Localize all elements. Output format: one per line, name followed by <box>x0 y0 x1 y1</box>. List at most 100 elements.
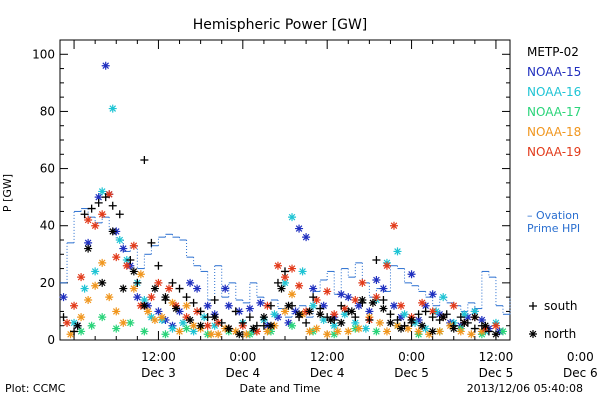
data-point <box>358 296 367 304</box>
data-point <box>393 321 402 330</box>
data-point <box>323 330 332 339</box>
ovation-label-line2: Prime HPI <box>527 222 580 235</box>
data-point <box>277 284 286 293</box>
plot-frame <box>59 39 511 341</box>
data-point <box>361 324 370 333</box>
data-point <box>217 318 226 327</box>
data-point <box>372 276 381 284</box>
data-point <box>319 316 328 324</box>
data-point <box>456 313 465 322</box>
legend-item: NOAA-18 <box>527 125 581 139</box>
data-point <box>382 327 391 336</box>
data-point <box>133 293 142 302</box>
data-point <box>77 273 86 282</box>
data-point <box>70 327 79 336</box>
data-point <box>365 316 374 324</box>
data-point <box>105 190 114 199</box>
data-point <box>126 256 135 264</box>
data-point <box>305 307 314 316</box>
data-point <box>150 316 159 324</box>
data-point <box>460 318 469 327</box>
data-point <box>129 241 138 250</box>
data-point <box>295 281 304 290</box>
data-point <box>295 224 304 233</box>
data-point <box>372 327 381 336</box>
data-point <box>428 290 437 299</box>
data-point <box>108 227 117 236</box>
data-point <box>435 327 444 336</box>
data-point <box>63 318 72 327</box>
data-point <box>186 278 195 287</box>
data-point <box>309 293 318 302</box>
data-point <box>87 204 96 213</box>
data-point <box>263 327 272 336</box>
data-point <box>288 321 297 330</box>
data-point <box>182 324 191 333</box>
data-point <box>186 316 195 324</box>
data-point <box>249 324 258 333</box>
data-point <box>210 321 219 330</box>
data-point <box>284 318 293 327</box>
x-tick-label: 12:00 <box>479 350 514 364</box>
data-point <box>316 310 325 319</box>
data-point <box>231 307 240 316</box>
data-point <box>491 321 500 330</box>
data-point <box>418 321 427 330</box>
data-point <box>354 301 363 310</box>
data-point <box>351 313 360 322</box>
data-point <box>323 287 332 296</box>
data-point <box>140 296 149 304</box>
data-point <box>354 324 363 333</box>
data-point <box>214 330 223 339</box>
data-point <box>73 321 82 330</box>
data-point <box>221 284 230 293</box>
data-point <box>435 310 444 319</box>
data-point <box>245 304 254 313</box>
data-point <box>281 273 289 282</box>
chart-title: Hemispheric Power [GW] <box>193 17 368 33</box>
legend-item: NOAA-16 <box>527 85 581 99</box>
data-point <box>112 307 121 316</box>
x-tick-label: 0:00 <box>567 350 594 364</box>
data-point <box>439 293 448 302</box>
data-point <box>305 327 314 336</box>
data-point <box>421 307 430 316</box>
data-point <box>98 258 107 267</box>
data-point <box>340 310 349 319</box>
data-point <box>207 330 216 339</box>
data-point <box>108 201 117 210</box>
y-tick-label: 0 <box>47 333 55 347</box>
data-point <box>477 316 486 324</box>
data-point <box>175 327 184 336</box>
data-point <box>119 284 128 293</box>
data-point <box>101 193 110 202</box>
data-point <box>337 301 346 310</box>
data-point <box>203 313 212 322</box>
data-point <box>414 310 423 319</box>
data-point <box>175 307 184 316</box>
y-tick-label: 20 <box>40 276 55 290</box>
data-point <box>375 318 384 327</box>
data-point <box>460 310 469 319</box>
data-point <box>467 330 476 339</box>
data-point <box>147 238 156 247</box>
data-point <box>70 318 79 327</box>
data-point <box>140 327 149 336</box>
data-point <box>358 278 367 287</box>
data-point <box>112 324 121 333</box>
x-tick-date: Dec 5 <box>394 366 429 380</box>
data-point <box>309 284 318 293</box>
data-point <box>147 293 156 302</box>
data-point <box>259 321 268 330</box>
data-point <box>397 313 406 322</box>
data-point <box>84 244 93 253</box>
data-point <box>449 324 458 333</box>
data-point <box>84 216 93 224</box>
data-point <box>389 301 398 310</box>
data-point <box>115 210 124 219</box>
data-point <box>312 296 321 304</box>
data-point <box>98 210 107 219</box>
data-point <box>407 270 416 279</box>
y-tick-label: 100 <box>32 47 55 61</box>
legend-marker-label: south <box>544 299 578 313</box>
